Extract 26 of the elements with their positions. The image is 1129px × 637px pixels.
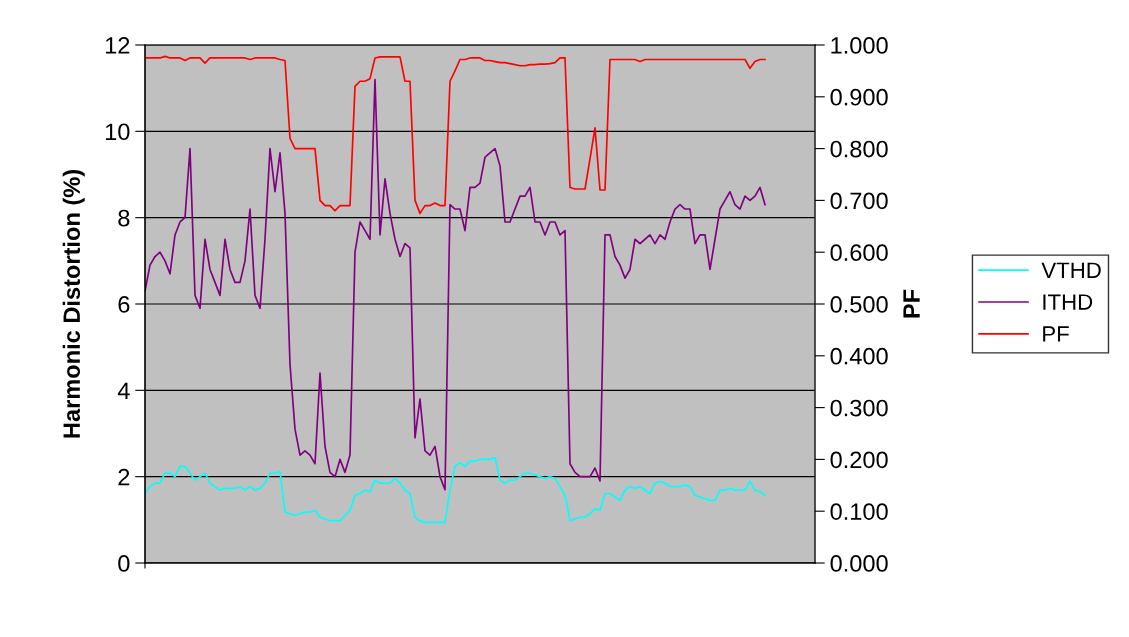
y2-tick-label: 0.200 (830, 451, 888, 469)
y2-tick-label: 0.700 (830, 192, 888, 210)
y-tick-label: 8 (118, 209, 130, 227)
y-tick-label: 4 (117, 382, 130, 399)
y-tick-label: 2 (118, 468, 130, 486)
legend-label: PF (1043, 326, 1069, 342)
legend-label: ITHD (1043, 294, 1093, 310)
line-series (145, 456, 766, 524)
legend-label: VTHD (1041, 262, 1101, 278)
line-series (145, 55, 766, 215)
y-tick-label: 10 (105, 123, 130, 141)
y2-tick-label: 0.300 (830, 399, 888, 417)
y2-tick-label: 0.900 (830, 88, 888, 106)
y2-tick-label: 0.600 (830, 244, 888, 261)
y2-axis-title: PF (903, 289, 920, 318)
y-tick-label: 6 (118, 296, 130, 313)
y-axis-title: Harmonic Distortion (%) (62, 170, 85, 438)
line-series (145, 78, 766, 491)
y2-tick-label: 0.800 (830, 140, 888, 158)
y2-tick-label: 0.500 (830, 296, 888, 313)
y2-tick-label: 0.100 (830, 503, 888, 520)
y-tick-label: 0 (118, 555, 130, 572)
y-tick-label: 12 (105, 37, 130, 54)
y2-tick-label: 0.400 (830, 347, 888, 365)
y2-tick-label: 0.000 (830, 555, 888, 572)
y2-tick-label: 1.000 (831, 37, 888, 54)
